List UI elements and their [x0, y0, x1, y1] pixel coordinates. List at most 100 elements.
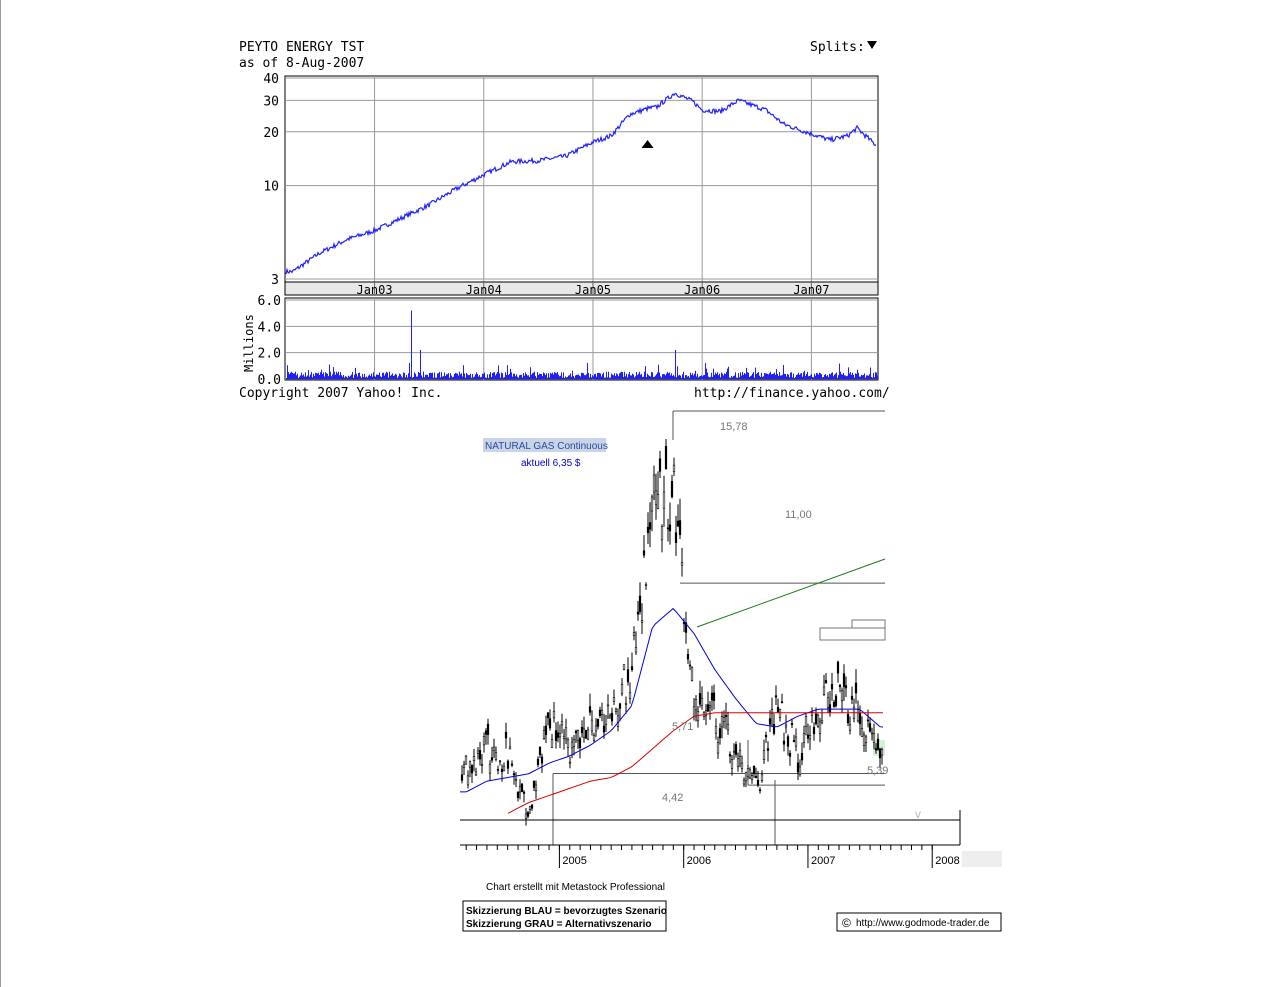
current-price: aktuell 6,35 $	[521, 458, 581, 469]
candle-body	[600, 709, 604, 715]
candle-body	[706, 704, 710, 712]
candle-body	[842, 673, 846, 687]
candle-body	[546, 712, 550, 718]
candle-body	[818, 721, 822, 734]
candle-body	[582, 728, 586, 738]
candle-body	[608, 715, 612, 719]
candle-body	[540, 756, 544, 764]
candle-body	[580, 726, 584, 734]
candle-body	[490, 757, 494, 761]
candle-body	[678, 520, 682, 535]
candle-body	[876, 738, 880, 750]
candle-body	[660, 526, 664, 541]
candle-body	[834, 695, 838, 707]
candle-body	[564, 727, 568, 740]
gas-year-label: 2005	[562, 855, 586, 867]
candle-body	[522, 791, 526, 794]
splits-label[interactable]: Splits:	[810, 40, 865, 55]
level-lines	[460, 410, 960, 845]
volume-ytick-label: 4.0	[258, 320, 281, 335]
candle-body	[866, 719, 870, 722]
candle-body	[586, 729, 590, 740]
candle-body	[762, 750, 766, 760]
candle-body	[772, 723, 776, 734]
price-ytick-label: 10	[263, 180, 279, 195]
candle-body	[644, 584, 648, 587]
axis-fade-box	[962, 851, 1002, 867]
candle-body	[550, 739, 554, 748]
candle-body	[648, 522, 652, 530]
price-ytick-label: 40	[263, 72, 279, 87]
candle-body	[658, 458, 662, 472]
candle-body	[514, 778, 518, 781]
split-marker-icon[interactable]	[641, 140, 654, 148]
price-line-series	[285, 92, 877, 275]
candle-body	[510, 763, 514, 766]
candle-body	[780, 701, 784, 704]
candle-body	[730, 759, 734, 769]
candle-body	[468, 761, 472, 768]
candle-body	[746, 768, 750, 777]
legend-blue: Skizzierung BLAU = bevorzugtes Szenario	[466, 906, 667, 917]
candle-body	[688, 664, 692, 667]
candle-body	[868, 723, 872, 732]
candle-body	[820, 719, 824, 724]
candle-body	[492, 746, 496, 752]
candle-body	[664, 445, 668, 470]
candle-body	[712, 692, 716, 701]
candle-body	[560, 721, 564, 726]
candle-body	[486, 723, 490, 735]
candle-body	[826, 697, 830, 708]
level-label-1578: 15,78	[720, 421, 748, 433]
candle-body	[628, 692, 632, 699]
gas-year-label: 2007	[811, 855, 835, 867]
candle-body	[502, 765, 506, 772]
candle-body	[754, 775, 758, 778]
candle-body	[480, 764, 484, 766]
candle-body	[478, 750, 482, 760]
candle-body	[776, 706, 780, 713]
candle-body	[740, 762, 744, 769]
candle-body	[692, 706, 696, 717]
candle-body	[532, 781, 536, 788]
candle-body	[534, 784, 538, 792]
candle-body	[518, 785, 522, 793]
candle-body	[804, 716, 808, 728]
candle-body	[602, 725, 606, 733]
candle-body	[684, 622, 688, 633]
candle-body	[766, 748, 770, 751]
volume-axis-label: Millions	[242, 314, 256, 372]
legend-box	[462, 900, 667, 932]
metastock-credit: Chart erstellt mit Metastock Professiona…	[486, 882, 665, 893]
candle-body	[742, 779, 746, 785]
candle-body	[646, 526, 650, 534]
candle-body	[832, 701, 836, 707]
candle-body	[592, 734, 596, 741]
candle-body	[716, 742, 720, 754]
level-label-442: 4,42	[662, 792, 683, 804]
candle-body	[812, 726, 816, 735]
candle-body	[744, 772, 748, 782]
splits-dropdown-icon[interactable]	[867, 41, 877, 49]
candle-body	[576, 730, 580, 742]
yahoo-copyright: Copyright 2007 Yahoo! Inc.	[239, 386, 443, 401]
candle-body	[538, 746, 542, 756]
candle-body	[802, 733, 806, 743]
date-axis-label: Jan07	[793, 283, 829, 297]
yahoo-url-link[interactable]: http://finance.yahoo.com/	[694, 386, 890, 401]
candle-body	[606, 704, 610, 707]
candle-body	[860, 728, 864, 737]
volume-ytick-label: 2.0	[258, 347, 281, 362]
price-panel: 3 10 20 30 40 Jan03 Jan04 Jan05 Jan06 Jan07	[263, 72, 879, 297]
instrument-label-bg	[483, 438, 606, 452]
candle-body	[598, 709, 602, 716]
candle-body	[536, 758, 540, 766]
candle-body	[654, 490, 658, 505]
candle-body	[544, 725, 548, 735]
gas-year-label: 2006	[687, 855, 711, 867]
candle-body	[778, 708, 782, 718]
candle-body	[630, 666, 634, 670]
candle-body	[574, 730, 578, 734]
godmode-site-link[interactable]: http://www.godmode-trader.de	[856, 918, 990, 929]
candle-body	[814, 713, 818, 724]
